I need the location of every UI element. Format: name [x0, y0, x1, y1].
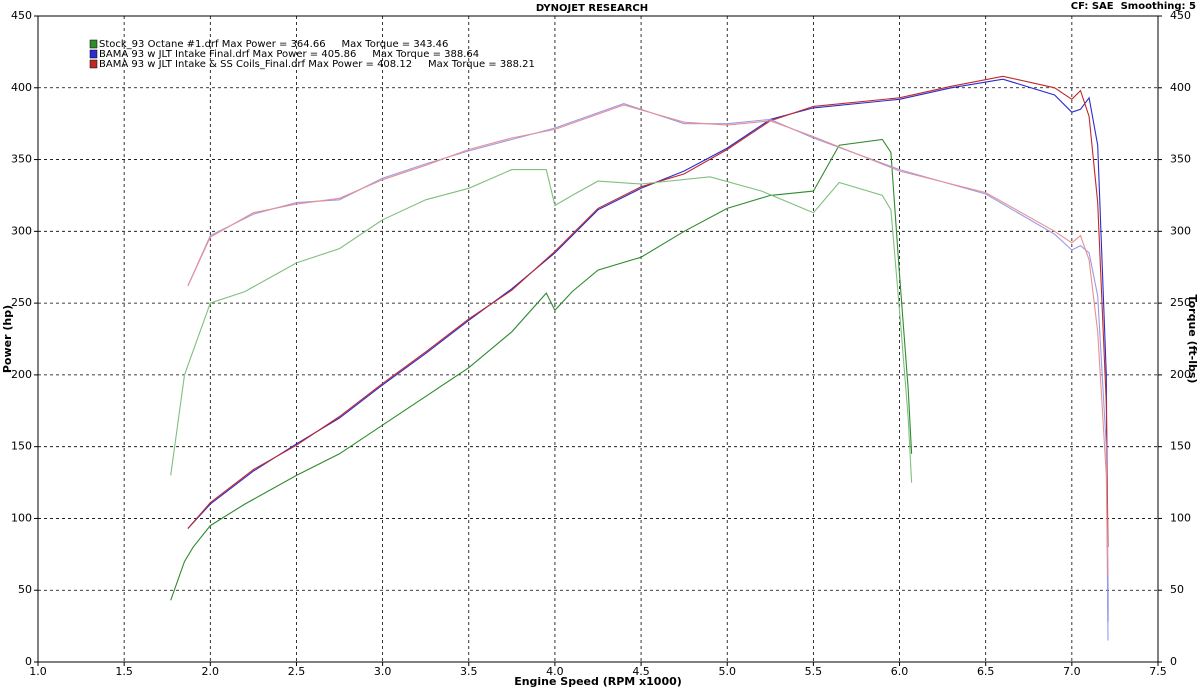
x-tick-label: 5.0: [718, 665, 736, 678]
y-tick-label: 100: [11, 511, 32, 524]
series-line: [187, 78, 1109, 622]
x-tick-label: 6.5: [977, 665, 995, 678]
legend-label: BAMA 93 w JLT Intake & SS Coils_Final.dr…: [99, 59, 535, 70]
y2-tick-label: 300: [1170, 224, 1191, 237]
series-line: [170, 138, 913, 601]
legend-swatch: [89, 39, 98, 49]
x-tick-label: 6.0: [891, 665, 909, 678]
y-tick-label: 50: [18, 583, 32, 596]
y-tick-label: 150: [11, 440, 32, 453]
x-tick-label: 4.0: [546, 665, 564, 678]
y2-axis-label: Torque (ft-lbs): [1186, 295, 1199, 384]
chart-title: DYNOJET RESEARCH: [536, 3, 648, 14]
y-tick-label: 200: [11, 368, 32, 381]
y2-tick-label: 450: [1170, 9, 1191, 22]
series-line: [187, 103, 1109, 641]
y-tick-label: 450: [11, 9, 32, 22]
y-tick-label: 350: [11, 153, 32, 166]
y2-tick-label: 250: [1170, 296, 1191, 309]
x-tick-label: 3.0: [374, 665, 392, 678]
legend-label: BAMA 93 w JLT Intake Final.drf Max Power…: [99, 49, 479, 60]
y-tick-label: 250: [11, 296, 32, 309]
y2-tick-label: 0: [1170, 655, 1177, 668]
legend-swatch: [89, 59, 98, 69]
y-tick-label: 0: [25, 655, 32, 668]
x-tick-label: 2.0: [202, 665, 220, 678]
x-tick-label: 2.5: [288, 665, 306, 678]
y-axis-label: Power (hp): [1, 305, 14, 373]
y2-tick-label: 50: [1170, 583, 1184, 596]
y2-tick-label: 200: [1170, 368, 1191, 381]
y2-tick-label: 100: [1170, 511, 1191, 524]
x-tick-label: 7.5: [1149, 665, 1167, 678]
x-axis-label: Engine Speed (RPM x1000): [514, 675, 682, 688]
x-tick-label: 1.0: [29, 665, 47, 678]
y-tick-label: 300: [11, 224, 32, 237]
chart-subtitle: CF: SAE Smoothing: 5: [1071, 1, 1196, 12]
series-line: [187, 75, 1109, 548]
y2-tick-label: 400: [1170, 81, 1191, 94]
y-tick-label: 400: [11, 81, 32, 94]
x-tick-label: 4.5: [632, 665, 650, 678]
x-tick-label: 1.5: [115, 665, 133, 678]
x-tick-label: 5.5: [805, 665, 823, 678]
y2-tick-label: 150: [1170, 440, 1191, 453]
x-tick-label: 7.0: [1063, 665, 1081, 678]
series-line: [170, 169, 913, 483]
y2-tick-label: 350: [1170, 153, 1191, 166]
legend-label: Stock_93 Octane #1.drf Max Power = 364.6…: [99, 39, 448, 50]
series-line: [187, 104, 1109, 576]
legend-swatch: [89, 49, 98, 59]
x-tick-label: 3.5: [460, 665, 478, 678]
